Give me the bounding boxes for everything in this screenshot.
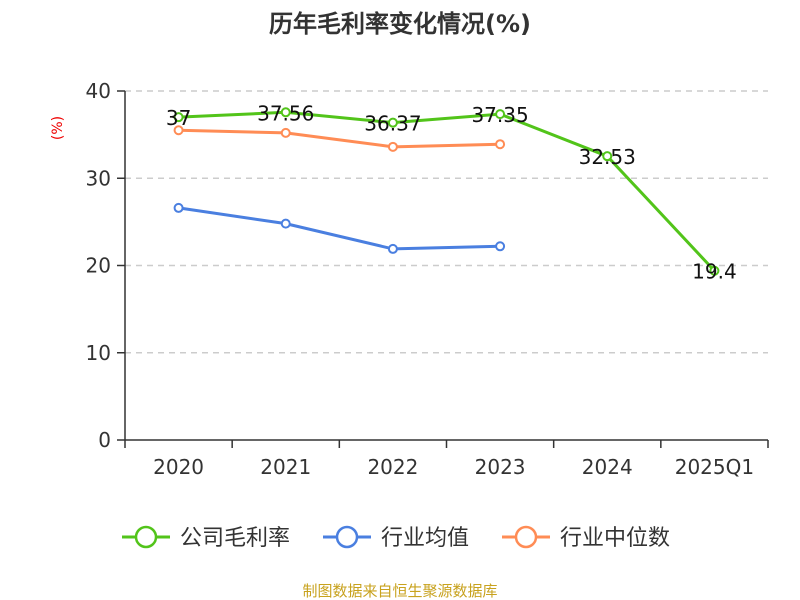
data-point xyxy=(387,243,398,254)
data-label: 19.4 xyxy=(692,260,737,284)
legend-marker xyxy=(134,525,158,549)
data-point xyxy=(173,112,184,123)
data-point xyxy=(709,265,720,276)
series-line xyxy=(178,110,716,272)
data-point xyxy=(173,125,184,136)
data-point xyxy=(280,107,291,118)
legend-marker xyxy=(514,525,538,549)
x-tick-label: 2021 xyxy=(260,455,311,479)
data-point xyxy=(387,141,398,152)
data-label: 36.37 xyxy=(364,112,421,136)
data-point xyxy=(387,117,398,128)
data-point xyxy=(602,151,613,162)
legend-label: 行业均值 xyxy=(381,526,469,551)
y-tick-label: 20 xyxy=(86,254,111,278)
data-point xyxy=(173,202,184,213)
y-tick-label: 0 xyxy=(98,428,111,452)
y-tick-label: 30 xyxy=(86,166,111,190)
y-axis-label: (%) xyxy=(50,116,66,140)
x-tick-label: 2023 xyxy=(475,455,526,479)
data-label: 37.56 xyxy=(257,101,314,125)
data-point xyxy=(280,218,291,229)
chart-title: 历年毛利率变化情况(%) xyxy=(269,10,531,38)
x-tick-label: 2025Q1 xyxy=(675,455,754,479)
data-label: 37.35 xyxy=(471,103,528,127)
legend-marker xyxy=(335,525,359,549)
series-line xyxy=(178,206,501,251)
data-point xyxy=(495,139,506,150)
data-label: 37 xyxy=(166,106,191,130)
x-tick-label: 2024 xyxy=(582,455,633,479)
data-point xyxy=(280,127,291,138)
y-tick-label: 40 xyxy=(86,79,111,103)
data-point xyxy=(495,109,506,120)
source-note: 制图数据来自恒生聚源数据库 xyxy=(302,582,497,600)
x-tick-label: 2020 xyxy=(153,455,204,479)
y-tick-label: 10 xyxy=(86,341,111,365)
data-label: 32.53 xyxy=(579,145,636,169)
legend-label: 行业中位数 xyxy=(560,526,670,551)
series-line xyxy=(178,128,501,149)
legend-label: 公司毛利率 xyxy=(180,526,290,551)
data-point xyxy=(495,241,506,252)
x-tick-label: 2022 xyxy=(367,455,418,479)
